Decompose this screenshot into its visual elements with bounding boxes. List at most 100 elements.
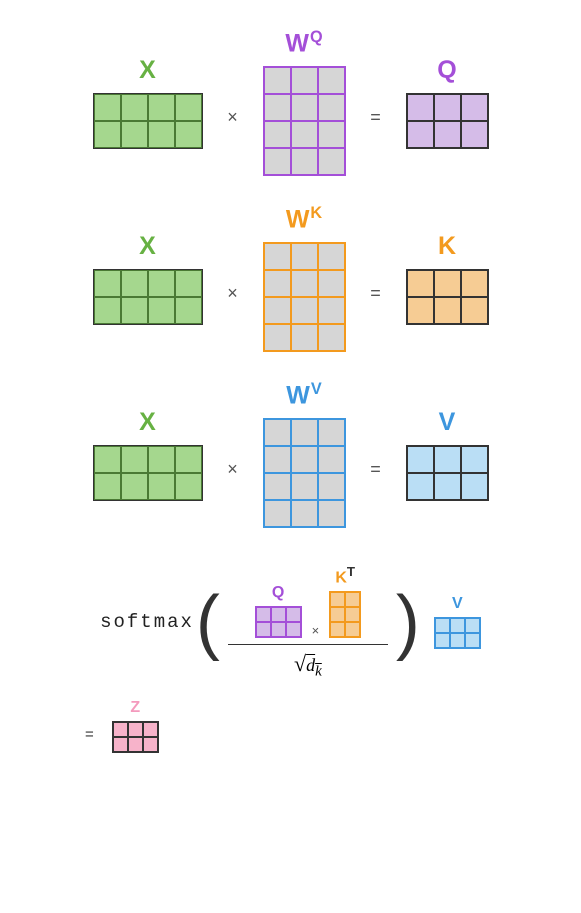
matrix-cell [175,297,202,324]
q-label: Q [437,55,456,85]
matrix-cell [256,607,271,622]
matrix-cell [121,121,148,148]
matrix-cell [461,270,488,297]
matrix-cell [128,737,143,752]
matrix-cell [291,67,318,94]
matrix-cell [113,737,128,752]
result-z: = Z [85,699,581,753]
matrix-cell [143,722,158,737]
matrix-cell [291,148,318,175]
matrix-cell [435,633,450,648]
matrix-cell [434,121,461,148]
mini-kt-matrix [329,591,361,638]
matrix-cell [434,297,461,324]
matrix-cell [94,473,121,500]
matrix-cell [318,473,345,500]
matrix-cell [407,270,434,297]
wv-block: WV [263,380,346,528]
matrix-cell [121,94,148,121]
matrix-cell [121,473,148,500]
matrix-cell [407,297,434,324]
times-op: × [223,77,243,128]
matrix-cell [450,633,465,648]
matrix-cell [264,67,291,94]
matrix-cell [330,592,345,607]
matrix-cell [175,121,202,148]
matrix-cell [264,94,291,121]
matrix-cell [121,297,148,324]
x-matrix-2 [93,269,203,325]
matrix-cell [345,592,360,607]
open-paren: ( [196,586,220,658]
mini-q-block: Q [255,584,302,638]
matrix-cell [148,270,175,297]
x-block-q: X [93,55,203,149]
matrix-cell [291,243,318,270]
matrix-cell [113,722,128,737]
matrix-cell [291,121,318,148]
row-q: X × WQ = Q [0,28,581,176]
matrix-cell [465,633,480,648]
matrix-cell [264,446,291,473]
matrix-cell [465,618,480,633]
matrix-cell [330,607,345,622]
matrix-cell [291,473,318,500]
matrix-cell [345,622,360,637]
matrix-cell [434,473,461,500]
eq-op: = [366,77,386,128]
matrix-cell [128,722,143,737]
matrix-cell [264,324,291,351]
matrix-cell [256,622,271,637]
matrix-cell [330,622,345,637]
wq-matrix [263,66,346,176]
matrix-cell [407,473,434,500]
matrix-cell [264,148,291,175]
matrix-cell [407,121,434,148]
matrix-cell [318,121,345,148]
matrix-cell [318,419,345,446]
matrix-cell [461,446,488,473]
matrix-cell [264,473,291,500]
matrix-cell [94,94,121,121]
denominator: √dk [294,645,322,681]
softmax-label: softmax [100,611,194,633]
attention-formula: softmax ( Q × KT √dk ) V [0,564,581,681]
numerator: Q × KT [255,564,362,644]
x-matrix [93,93,203,149]
wv-matrix [263,418,346,528]
q-matrix [406,93,489,149]
mini-z-block: Z [112,699,159,753]
matrix-cell [175,446,202,473]
matrix-cell [318,148,345,175]
row-v: X × WV = V [0,380,581,528]
row-k: X × WK = K [0,204,581,352]
mini-v-block: V [434,595,481,649]
mini-kt-block: KT [329,564,361,638]
mini-z-matrix [112,721,159,753]
matrix-cell [461,94,488,121]
wq-label: WQ [285,28,322,58]
matrix-cell [318,243,345,270]
k-matrix [406,269,489,325]
matrix-cell [264,121,291,148]
matrix-cell [94,121,121,148]
matrix-cell [271,607,286,622]
matrix-cell [286,607,301,622]
mini-v-matrix [434,617,481,649]
matrix-cell [175,270,202,297]
matrix-cell [121,270,148,297]
matrix-cell [143,737,158,752]
wk-block: WK [263,204,346,352]
matrix-cell [291,94,318,121]
matrix-cell [148,297,175,324]
k-block: K [406,231,489,325]
matrix-cell [318,324,345,351]
matrix-cell [435,618,450,633]
matrix-cell [318,270,345,297]
matrix-cell [148,121,175,148]
x-block-v: X [93,407,203,501]
matrix-cell [175,94,202,121]
matrix-cell [264,500,291,527]
matrix-cell [318,67,345,94]
wk-matrix [263,242,346,352]
